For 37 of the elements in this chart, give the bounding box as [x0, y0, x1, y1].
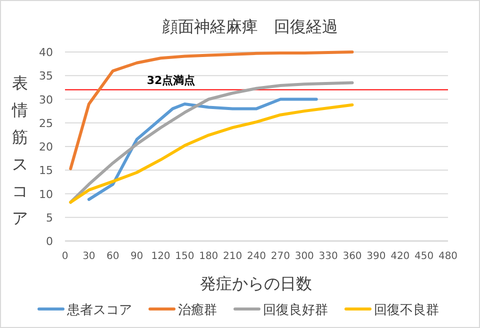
x-tick-label: 420 — [390, 251, 410, 262]
y-axis-title: 表情筋スコア — [11, 74, 28, 228]
x-tick-label: 30 — [82, 251, 96, 262]
legend-label: 治癒群 — [178, 303, 217, 318]
x-tick-label: 270 — [270, 251, 290, 262]
x-tick-label: 210 — [223, 251, 242, 262]
legend-label: 患者スコア — [66, 303, 132, 318]
x-tick-label: 450 — [414, 251, 434, 262]
x-tick-label: 150 — [175, 251, 194, 262]
x-tick-label: 330 — [318, 251, 338, 262]
legend-label: 回復良好群 — [263, 303, 328, 318]
x-tick-label: 300 — [294, 251, 314, 262]
y-tick-label: 15 — [39, 164, 53, 178]
line-series — [69, 50, 354, 170]
x-tick-label: 120 — [151, 251, 170, 262]
x-tick-label: 390 — [366, 251, 386, 262]
x-tick-label: 360 — [342, 251, 362, 262]
y-tick-label: 25 — [39, 116, 53, 130]
legend-label: 回復不良群 — [374, 303, 439, 318]
x-tick-label: 60 — [106, 251, 120, 262]
line-series — [69, 103, 354, 204]
chart-title: 顔面神経麻痺 回復経過 — [162, 17, 338, 36]
x-axis-title: 発症からの日数 — [200, 274, 312, 293]
line-series — [87, 98, 318, 201]
x-tick-label: 180 — [199, 251, 218, 262]
y-tick-label: 20 — [39, 140, 53, 154]
x-tick-label: 90 — [130, 251, 144, 262]
x-tick-label: 0 — [62, 251, 68, 262]
y-tick-label: 40 — [39, 46, 53, 59]
y-tick-label: 30 — [39, 93, 53, 106]
x-tick-label: 240 — [246, 251, 266, 262]
y-tick-label: 10 — [39, 188, 53, 201]
x-tick-label: 480 — [438, 251, 458, 262]
y-tick-label: 5 — [46, 211, 53, 224]
ref-line-label: 32点満点 — [146, 74, 196, 87]
y-tick-label: 35 — [39, 70, 53, 83]
y-tick-label: 0 — [46, 235, 53, 248]
